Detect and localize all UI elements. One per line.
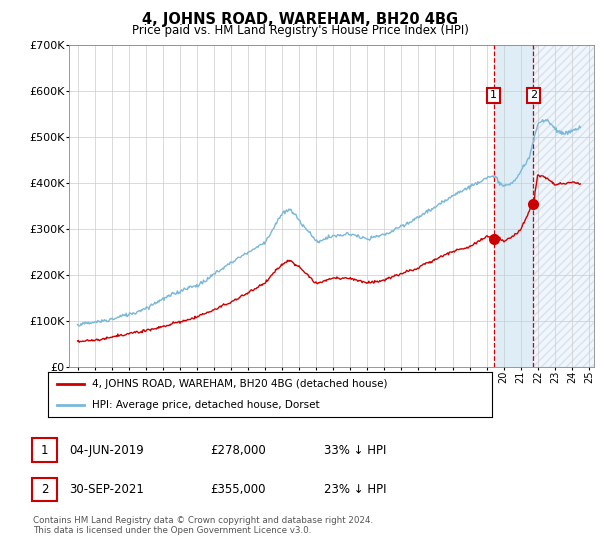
Text: Price paid vs. HM Land Registry's House Price Index (HPI): Price paid vs. HM Land Registry's House … — [131, 24, 469, 37]
Text: Contains HM Land Registry data © Crown copyright and database right 2024.: Contains HM Land Registry data © Crown c… — [33, 516, 373, 525]
Text: HPI: Average price, detached house, Dorset: HPI: Average price, detached house, Dors… — [92, 400, 320, 410]
Text: 1: 1 — [41, 444, 48, 457]
Text: 04-JUN-2019: 04-JUN-2019 — [69, 444, 144, 457]
Bar — [494, 45, 533, 367]
Text: 23% ↓ HPI: 23% ↓ HPI — [324, 483, 386, 496]
Text: 4, JOHNS ROAD, WAREHAM, BH20 4BG (detached house): 4, JOHNS ROAD, WAREHAM, BH20 4BG (detach… — [92, 380, 388, 390]
Text: £355,000: £355,000 — [210, 483, 265, 496]
Text: 30-SEP-2021: 30-SEP-2021 — [69, 483, 144, 496]
Text: £278,000: £278,000 — [210, 444, 266, 457]
Text: 2: 2 — [530, 90, 537, 100]
Bar — [533, 45, 598, 367]
Text: 1: 1 — [490, 90, 497, 100]
Text: This data is licensed under the Open Government Licence v3.0.: This data is licensed under the Open Gov… — [33, 526, 311, 535]
Text: 2: 2 — [41, 483, 48, 496]
Text: 33% ↓ HPI: 33% ↓ HPI — [324, 444, 386, 457]
Text: 4, JOHNS ROAD, WAREHAM, BH20 4BG: 4, JOHNS ROAD, WAREHAM, BH20 4BG — [142, 12, 458, 27]
